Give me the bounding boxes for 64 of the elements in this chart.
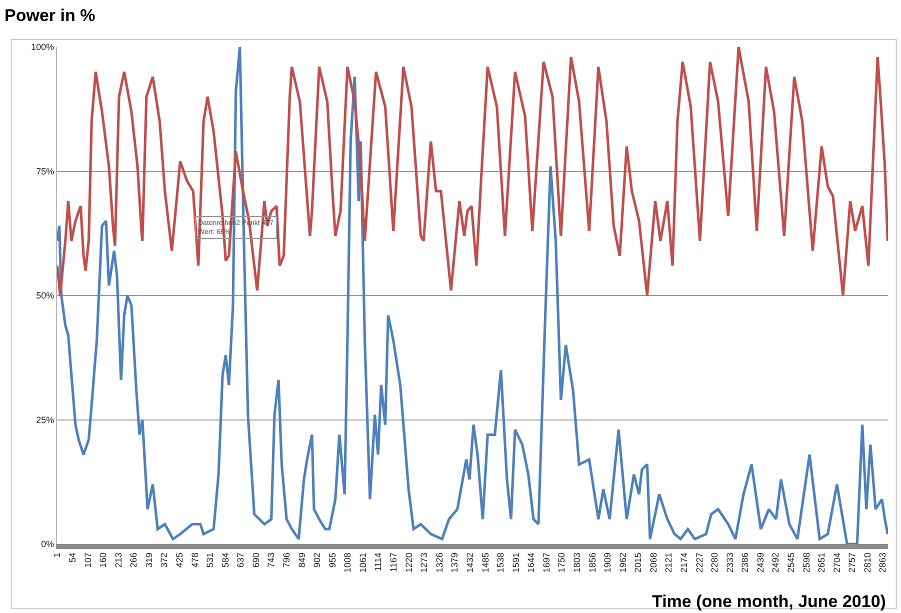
x-tick-label: 1432 [464,552,475,573]
x-tick-label: 637 [236,552,246,568]
x-tick-label: 1379 [450,552,460,573]
x-tick-label: 1591 [510,552,521,573]
y-tick-label: 75% [36,166,54,176]
x-tick-label: 2651 [816,552,827,573]
x-tick-label: 478 [190,552,200,568]
y-tick-label: 0% [41,539,54,550]
x-tick-label: 160 [98,552,108,568]
x-tick-label: 796 [282,552,292,568]
y-tick-label: 50% [36,290,54,301]
x-tick-label: 266 [128,552,139,568]
x-tick-label: 902 [312,552,322,568]
x-tick-label: 2757 [847,552,858,573]
x-tick-label: 1644 [526,552,536,573]
x-tick-label: 2810 [862,552,872,573]
x-tick-label: 1538 [496,552,506,573]
x-tick-label: 2121 [664,552,674,573]
y-tick-label: 25% [36,414,54,425]
x-tick-label: 319 [144,552,154,568]
x-tick-label: 1909 [602,552,613,573]
x-tick-label: 1061 [358,552,368,573]
line-series [57,47,888,297]
x-tick-label: 54 [68,552,78,563]
chart-title: Power in % [4,6,96,26]
x-tick-label: 1485 [480,552,490,573]
y-tick-label: 100% [31,42,54,52]
x-tick-label: 1750 [556,552,567,573]
x-tick-label: 213 [113,552,124,568]
x-tick-label: 2333 [724,552,735,573]
x-tick-label: 2598 [801,552,812,573]
x-tick-label: 2015 [633,552,644,573]
x-tick-label: 372 [159,552,170,568]
x-tick-label: 531 [205,552,216,568]
x-tick-label: 849 [296,552,307,568]
x-tick-label: 690 [250,552,261,568]
x-tick-label: 1220 [404,552,414,573]
x-tick-label: 1167 [388,552,399,572]
x-tick-label: 1962 [618,552,628,573]
x-tick-label: 2545 [786,552,796,573]
x-tick-label: 2174 [678,552,689,573]
line-series [57,47,888,544]
x-tick-label: 1273 [419,552,430,573]
x-tick-label: 2068 [648,552,658,573]
x-tick-label: 743 [266,552,276,568]
x-tick-label: 2280 [710,552,720,573]
x-tick-label: 1008 [342,552,353,573]
x-tick-label: 2439 [755,552,766,573]
x-tick-label: 425 [174,552,185,568]
x-tick-label: 1697 [541,552,552,573]
x-tick-label: 1 [52,552,62,558]
x-tick-label: 2386 [740,552,750,573]
x-tick-label: 955 [327,552,338,568]
x-tick-label: 107 [82,552,93,568]
x-tick-label: 1326 [434,552,444,573]
x-tick-label: 1803 [572,552,582,573]
x-axis-title: Time (one month, June 2010) [652,592,886,611]
x-tick-label: 2492 [770,552,781,573]
x-tick-label: 1856 [587,552,598,573]
x-tick-label: 2227 [694,552,704,573]
x-tick-label: 2863 [878,552,888,573]
x-tick-label: 584 [220,552,230,568]
x-tick-label: 2704 [832,552,842,573]
x-tick-label: 1114 [373,552,384,572]
